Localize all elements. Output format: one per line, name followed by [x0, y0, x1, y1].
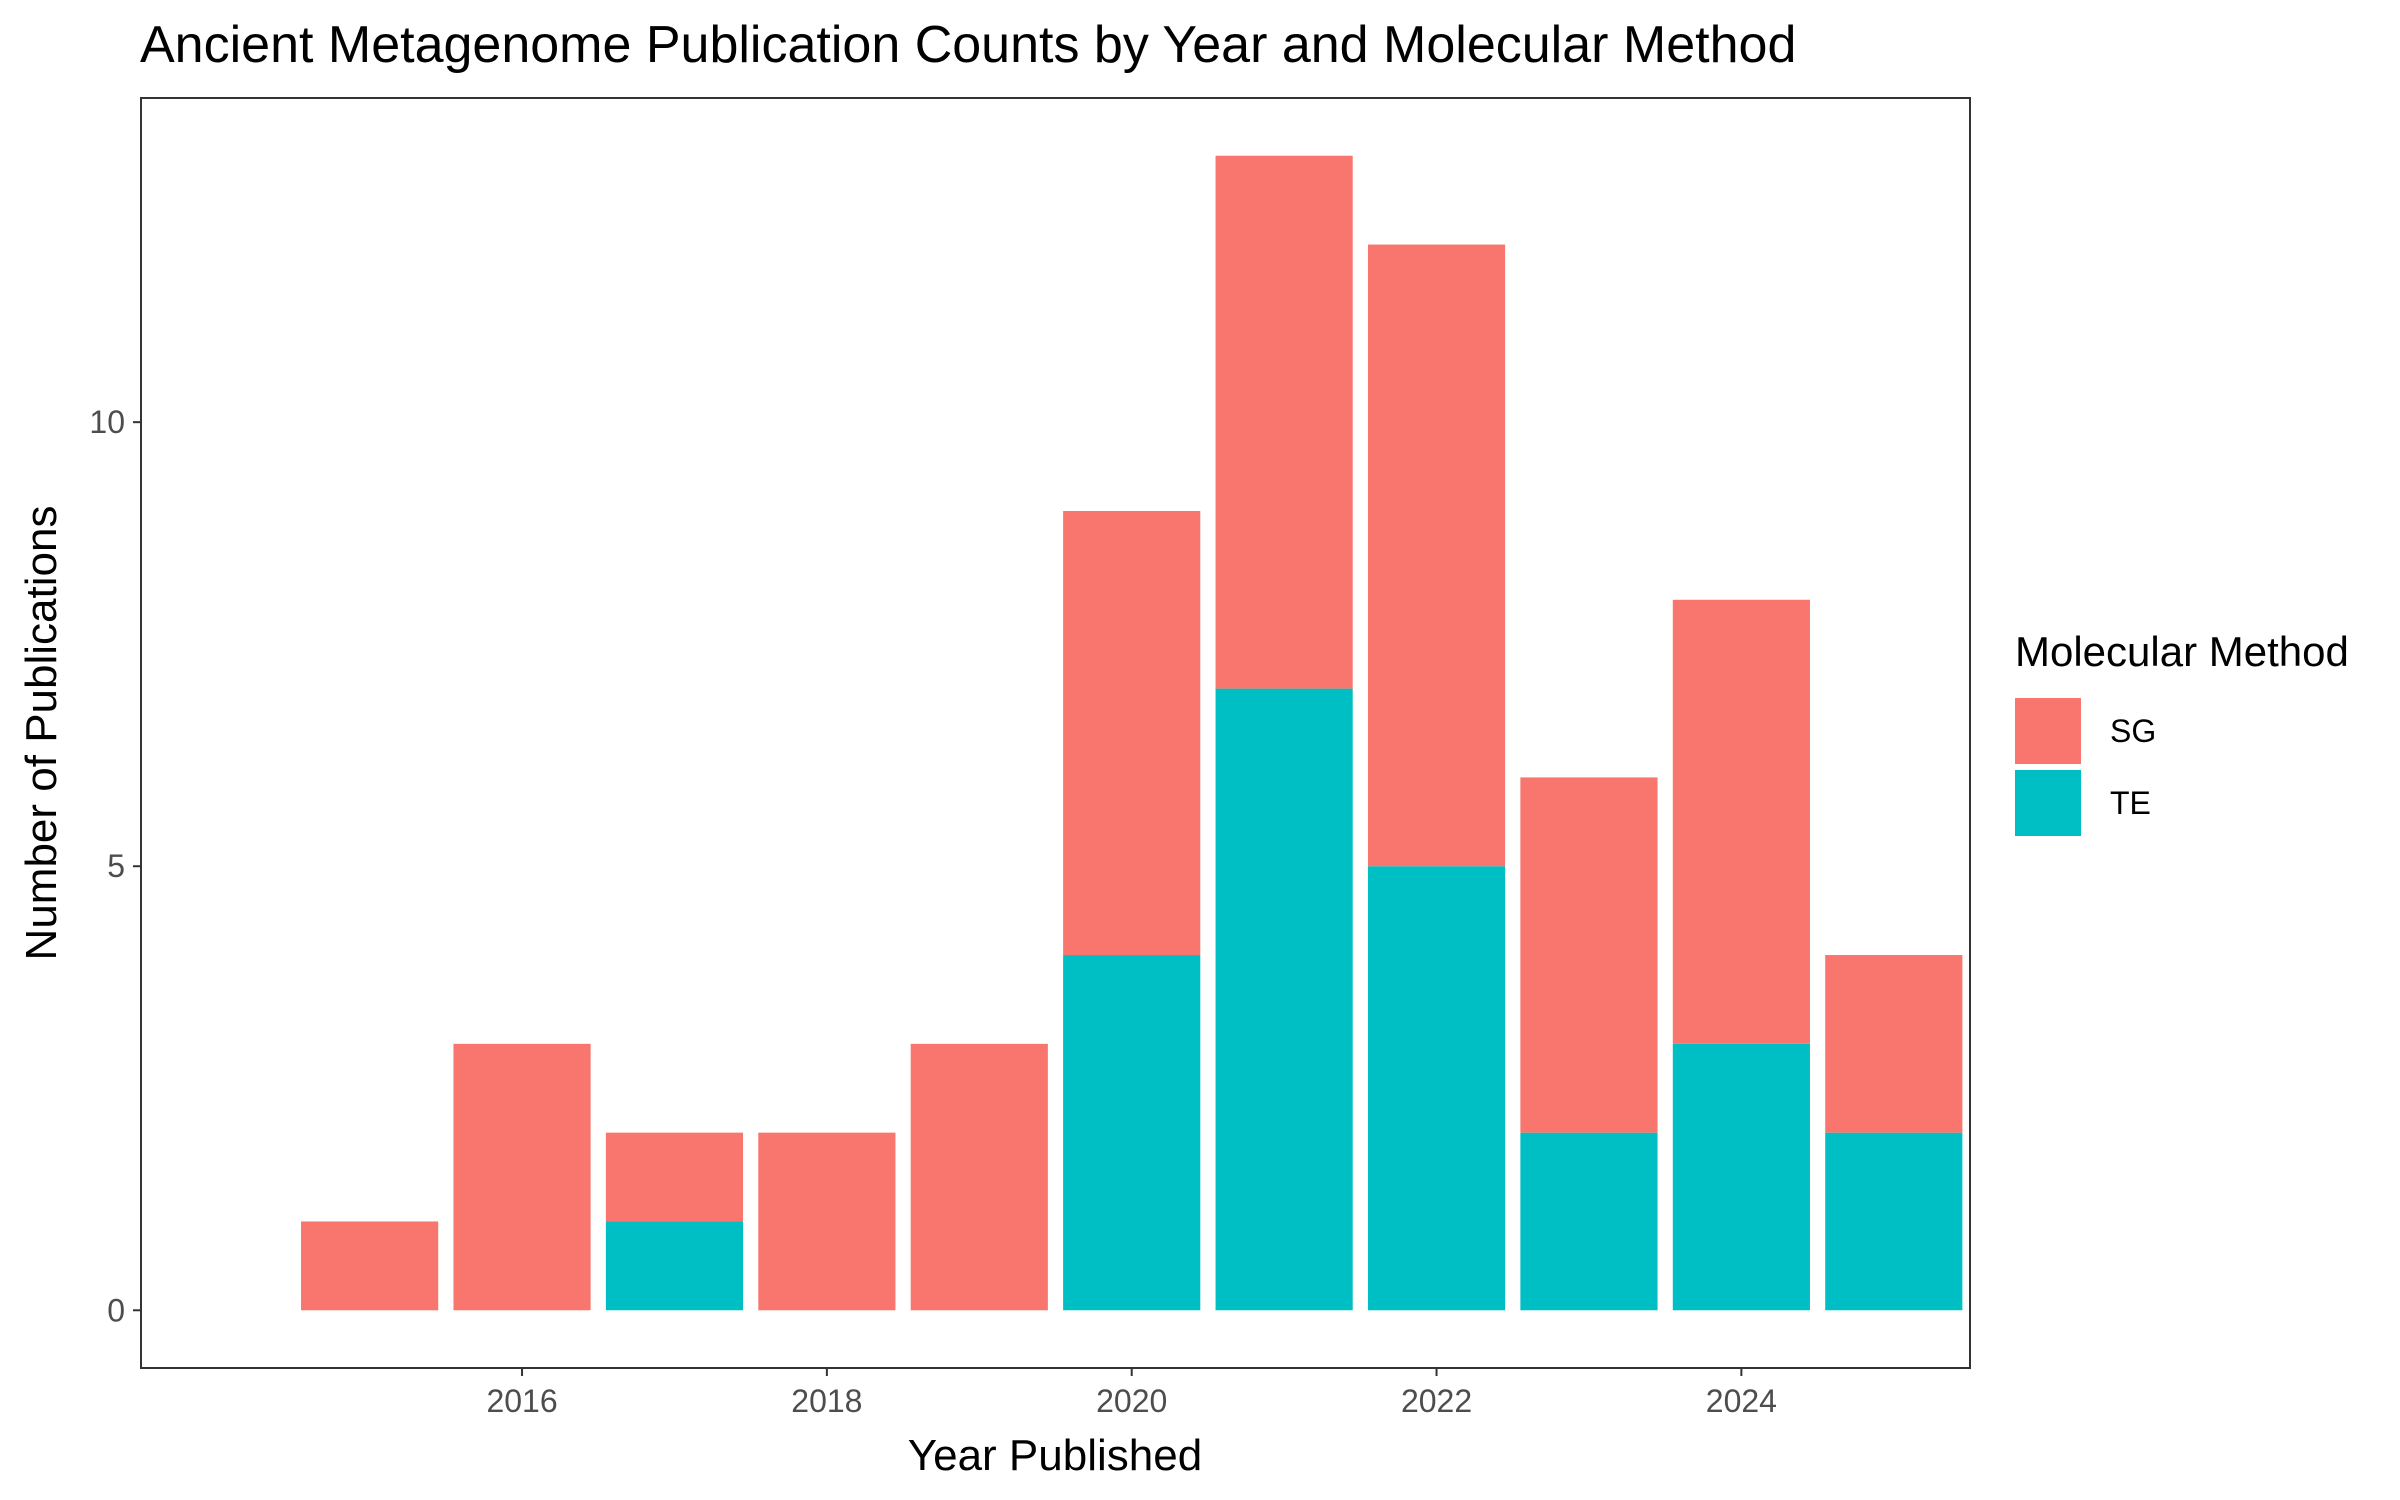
- y-tick-label-0: 0: [107, 1292, 125, 1328]
- bar-te-2025: [1825, 1132, 1963, 1311]
- y-axis: 0 5 10: [89, 404, 141, 1328]
- bar-sg-2022: [1367, 244, 1506, 867]
- legend-label-te: TE: [2110, 785, 2151, 821]
- bar-sg-2020: [1063, 510, 1201, 956]
- bars-layer: [301, 155, 1963, 1311]
- legend-label-sg: SG: [2110, 713, 2156, 749]
- bar-te-2024: [1672, 1043, 1810, 1311]
- x-tick-label-2020: 2020: [1096, 1383, 1167, 1419]
- bar-sg-2016: [453, 1043, 591, 1311]
- legend-key-te: [2015, 770, 2081, 836]
- bar-sg-2015: [301, 1221, 439, 1311]
- plot-border: [140, 97, 1971, 1369]
- bar-sg-2021: [1215, 155, 1353, 689]
- y-axis-title: Number of Publications: [17, 506, 66, 961]
- x-axis: 2016 2018 2020 2022 2024: [486, 1368, 1777, 1419]
- chart-title: Ancient Metagenome Publication Counts by…: [140, 16, 1796, 74]
- x-tick-label-2018: 2018: [791, 1383, 862, 1419]
- y-tick-label-5: 5: [107, 848, 125, 884]
- bar-sg-2017: [605, 1132, 744, 1222]
- y-tick-label-10: 10: [89, 404, 125, 440]
- bar-te-2021: [1215, 688, 1353, 1311]
- x-axis-title: Year Published: [908, 1431, 1202, 1480]
- legend: Molecular Method SG TE: [2015, 628, 2349, 836]
- x-tick-label-2016: 2016: [486, 1383, 557, 1419]
- bar-sg-2019: [910, 1043, 1048, 1311]
- bar-te-2022: [1367, 866, 1506, 1311]
- bar-sg-2018: [758, 1132, 896, 1311]
- bar-sg-2025: [1825, 955, 1963, 1133]
- x-tick-label-2022: 2022: [1401, 1383, 1472, 1419]
- legend-title: Molecular Method: [2015, 628, 2349, 675]
- bar-sg-2023: [1520, 777, 1658, 1133]
- legend-key-sg: [2015, 698, 2081, 764]
- x-tick-label-2024: 2024: [1706, 1383, 1777, 1419]
- bar-sg-2024: [1672, 599, 1810, 1044]
- bar-te-2020: [1063, 955, 1201, 1311]
- bar-te-2023: [1520, 1132, 1658, 1311]
- plot-panel: [141, 98, 1970, 1368]
- bar-te-2017: [605, 1221, 744, 1311]
